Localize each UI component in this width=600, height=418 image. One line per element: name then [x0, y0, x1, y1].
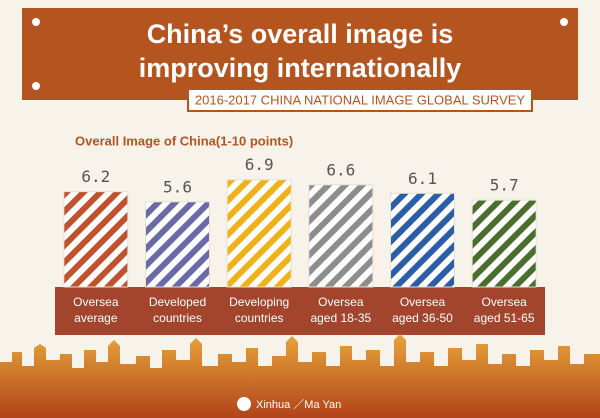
- banner-dot: [560, 18, 568, 26]
- x-tick-label: countries: [235, 311, 284, 325]
- bar: [63, 191, 129, 288]
- subtitle: 2016-2017 CHINA NATIONAL IMAGE GLOBAL SU…: [195, 92, 526, 107]
- bar: [145, 201, 210, 288]
- x-tick-label: Oversea: [400, 295, 446, 309]
- category-band: [55, 287, 545, 335]
- value-label: 6.6: [326, 160, 355, 179]
- x-tick-label: aged 36-50: [392, 311, 453, 325]
- value-label: 6.2: [81, 167, 110, 186]
- x-tick-label: aged 18-35: [310, 311, 371, 325]
- bar: [226, 179, 292, 288]
- chart-title: improving internationally: [139, 53, 462, 83]
- x-tick-label: Oversea: [73, 295, 119, 309]
- title-banner: [22, 8, 578, 100]
- chart-subtitle: Overall Image of China(1-10 points): [75, 133, 293, 148]
- bar: [308, 184, 374, 288]
- x-tick-label: aged 51-65: [474, 311, 535, 325]
- x-tick-label: Oversea: [481, 295, 527, 309]
- x-tick-label: Oversea: [318, 295, 364, 309]
- subtitle-box: [187, 88, 533, 112]
- bar: [471, 199, 537, 288]
- credit: Xinhua ／Ma Yan: [256, 398, 341, 411]
- x-tick-label: Developing: [229, 295, 289, 309]
- banner-dot: [32, 18, 40, 26]
- x-tick-label: countries: [153, 311, 202, 325]
- x-tick-label: average: [74, 311, 118, 325]
- skyline: [0, 334, 600, 418]
- value-label: 6.1: [408, 169, 437, 188]
- bar: [390, 192, 455, 288]
- value-label: 5.7: [490, 176, 519, 195]
- logo: [237, 397, 251, 411]
- x-tick-label: Developed: [149, 295, 206, 309]
- chart-title: China’s overall image is: [147, 19, 454, 49]
- value-label: 6.9: [245, 155, 274, 174]
- banner-dot: [32, 82, 40, 90]
- value-label: 5.6: [163, 177, 192, 196]
